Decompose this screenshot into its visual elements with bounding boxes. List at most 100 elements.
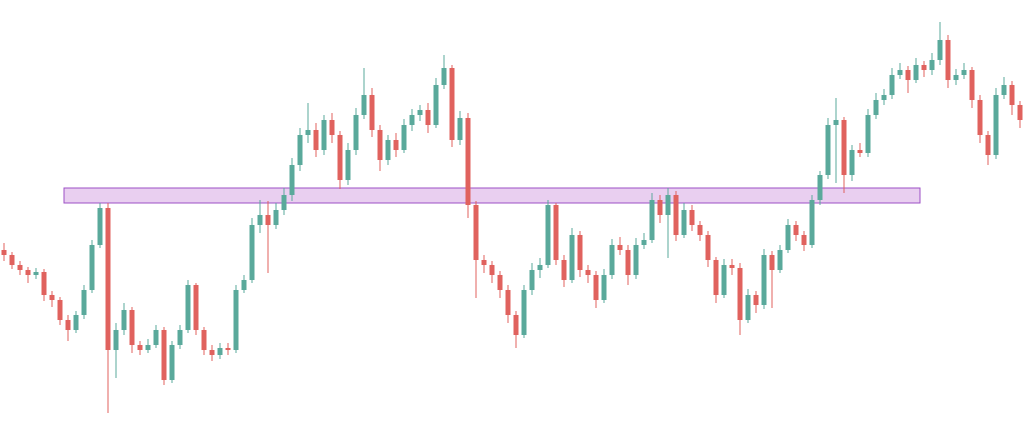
candle-body xyxy=(281,195,287,210)
candle-body xyxy=(1009,85,1015,105)
candle-body xyxy=(377,130,383,160)
candle-body xyxy=(537,265,543,270)
candle-body xyxy=(585,270,591,275)
candle-body xyxy=(569,235,575,280)
candle-body xyxy=(241,280,247,290)
candle-body xyxy=(513,315,519,335)
candle-body xyxy=(713,260,719,295)
candle-body xyxy=(857,150,863,153)
candle-body xyxy=(457,118,463,140)
candle-body xyxy=(497,275,503,290)
candle-body xyxy=(873,100,879,115)
candle-body xyxy=(889,75,895,95)
zone xyxy=(63,187,921,204)
candle-body xyxy=(969,70,975,100)
candle-body xyxy=(521,290,527,335)
candle-body xyxy=(401,125,407,150)
candle-body xyxy=(425,110,431,125)
candle-body xyxy=(225,348,231,350)
candle-body xyxy=(793,225,799,235)
candle-body xyxy=(209,350,215,355)
candle-body xyxy=(393,140,399,150)
candle-body xyxy=(201,330,207,350)
candle-body xyxy=(577,235,583,270)
candle-body xyxy=(865,115,871,153)
candle-body xyxy=(961,70,967,75)
candle-body xyxy=(337,135,343,180)
candle-body xyxy=(649,200,655,240)
candle-body xyxy=(833,120,839,125)
candle-body xyxy=(113,330,119,350)
candle-body xyxy=(161,330,167,380)
candle-body xyxy=(89,245,95,290)
candle-body xyxy=(721,265,727,295)
candle-body xyxy=(345,150,351,180)
candle-body xyxy=(641,240,647,245)
candle-body xyxy=(529,270,535,290)
candle-body xyxy=(553,205,559,260)
candle-body xyxy=(433,85,439,125)
candle-body xyxy=(929,60,935,70)
candle-body xyxy=(185,285,191,330)
candle-body xyxy=(481,260,487,265)
candle-body xyxy=(33,272,39,275)
candle-body xyxy=(289,165,295,195)
candle-body xyxy=(617,245,623,250)
candle-body xyxy=(73,315,79,330)
candle-body xyxy=(681,210,687,235)
candle-body xyxy=(409,115,415,125)
candle-body xyxy=(817,175,823,200)
candle-body xyxy=(65,320,71,330)
candle-body xyxy=(313,130,319,150)
candle-body xyxy=(601,275,607,300)
candle-body xyxy=(913,65,919,80)
candle-body xyxy=(121,310,127,330)
candle-body xyxy=(217,348,223,355)
candle-body xyxy=(921,65,927,70)
candle-body xyxy=(489,265,495,275)
candle-body xyxy=(41,272,47,295)
candle-body xyxy=(777,250,783,270)
candle-body xyxy=(825,125,831,175)
candle-body xyxy=(609,245,615,275)
candle-body xyxy=(473,205,479,260)
candle-body xyxy=(177,330,183,345)
candle-body xyxy=(729,265,735,268)
candle-body xyxy=(305,130,311,135)
candle-body xyxy=(697,225,703,235)
candle-body xyxy=(849,150,855,175)
candle-body xyxy=(977,100,983,135)
candle-body xyxy=(257,215,263,225)
candle-body xyxy=(657,200,663,215)
candle-body xyxy=(193,285,199,330)
candle-body xyxy=(761,255,767,305)
candle-body xyxy=(753,295,759,305)
candle-body xyxy=(265,215,271,225)
candle-body xyxy=(233,290,239,350)
candle-body xyxy=(897,70,903,75)
candle-body xyxy=(665,195,671,215)
candle-body xyxy=(633,245,639,275)
candle-body xyxy=(169,345,175,380)
candle-body xyxy=(417,110,423,115)
candle-body xyxy=(449,68,455,140)
candle-body xyxy=(1001,85,1007,95)
candle-body xyxy=(105,208,111,350)
candle-body xyxy=(625,250,631,275)
candle-body xyxy=(561,260,567,280)
candle-body xyxy=(25,270,31,275)
candle-body xyxy=(1017,105,1023,120)
candle-body xyxy=(689,210,695,225)
candle-body xyxy=(841,120,847,175)
candle-body xyxy=(545,205,551,265)
candle-body xyxy=(97,208,103,245)
candle-body xyxy=(297,135,303,165)
candle-body xyxy=(769,255,775,270)
candle-body xyxy=(945,40,951,80)
candle-body xyxy=(785,225,791,250)
candle-body xyxy=(153,330,159,345)
candle-body xyxy=(321,120,327,150)
candle-body xyxy=(673,195,679,235)
candle-body xyxy=(705,235,711,260)
